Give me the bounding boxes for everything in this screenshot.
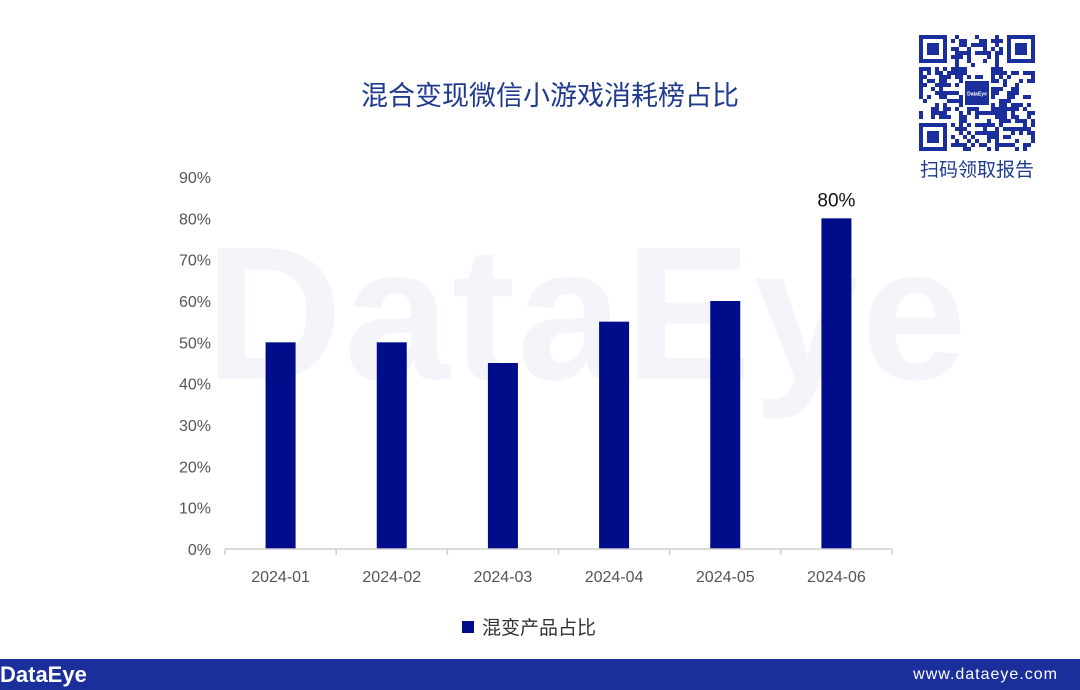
- data-labels: 80%: [817, 190, 855, 211]
- qr-code-icon[interactable]: DataEye: [919, 35, 1035, 151]
- x-tick-label: 2024-02: [362, 569, 421, 586]
- legend-swatch: [462, 620, 474, 633]
- bar-2024-01[interactable]: [265, 342, 296, 549]
- y-tick-label: 30%: [179, 418, 211, 435]
- footer-bar: DataEye www.dataeye.com: [0, 659, 1080, 690]
- bar-2024-04[interactable]: [599, 321, 630, 549]
- x-tick-label: 2024-01: [251, 569, 310, 586]
- legend: 混变产品占比: [462, 613, 596, 640]
- qr-block: DataEye 扫码领取报告: [917, 35, 1037, 182]
- x-tick-label: 2024-05: [696, 569, 755, 586]
- x-tick-label: 2024-04: [585, 569, 644, 586]
- y-tick-label: 70%: [179, 253, 211, 270]
- bar-2024-03[interactable]: [487, 363, 518, 549]
- y-axis: 0% 10% 20% 30% 40% 50% 60% 70% 80% 90%: [179, 170, 211, 559]
- y-tick-label: 60%: [179, 294, 211, 311]
- qr-caption: 扫码领取报告: [919, 159, 1034, 181]
- y-tick-label: 10%: [179, 501, 211, 518]
- footer-logo: DataEye: [0, 662, 87, 687]
- y-tick-label: 40%: [179, 377, 211, 394]
- x-tick-label: 2024-03: [474, 569, 533, 586]
- bar-2024-05[interactable]: [710, 301, 741, 549]
- footer-url[interactable]: www.dataeye.com: [913, 666, 1058, 683]
- y-tick-label: 20%: [179, 459, 211, 476]
- x-axis: 2024-01 2024-02 2024-03 2024-04 2024-05 2024-…: [224, 548, 893, 586]
- bar-2024-06[interactable]: [821, 218, 852, 550]
- y-tick-label: 80%: [179, 211, 211, 228]
- y-tick-label: 50%: [179, 335, 211, 352]
- y-tick-label: 90%: [179, 170, 211, 187]
- legend-label: 混变产品占比: [482, 617, 597, 639]
- bar-2024-02[interactable]: [376, 342, 407, 549]
- data-label: 80%: [817, 190, 855, 211]
- chart-title: 混合变现微信小游戏消耗榜占比: [361, 81, 739, 112]
- x-tick-label: 2024-06: [807, 569, 866, 586]
- y-tick-label: 0%: [188, 542, 211, 559]
- qr-center-logo: DataEye: [967, 92, 987, 98]
- bars: [265, 218, 852, 550]
